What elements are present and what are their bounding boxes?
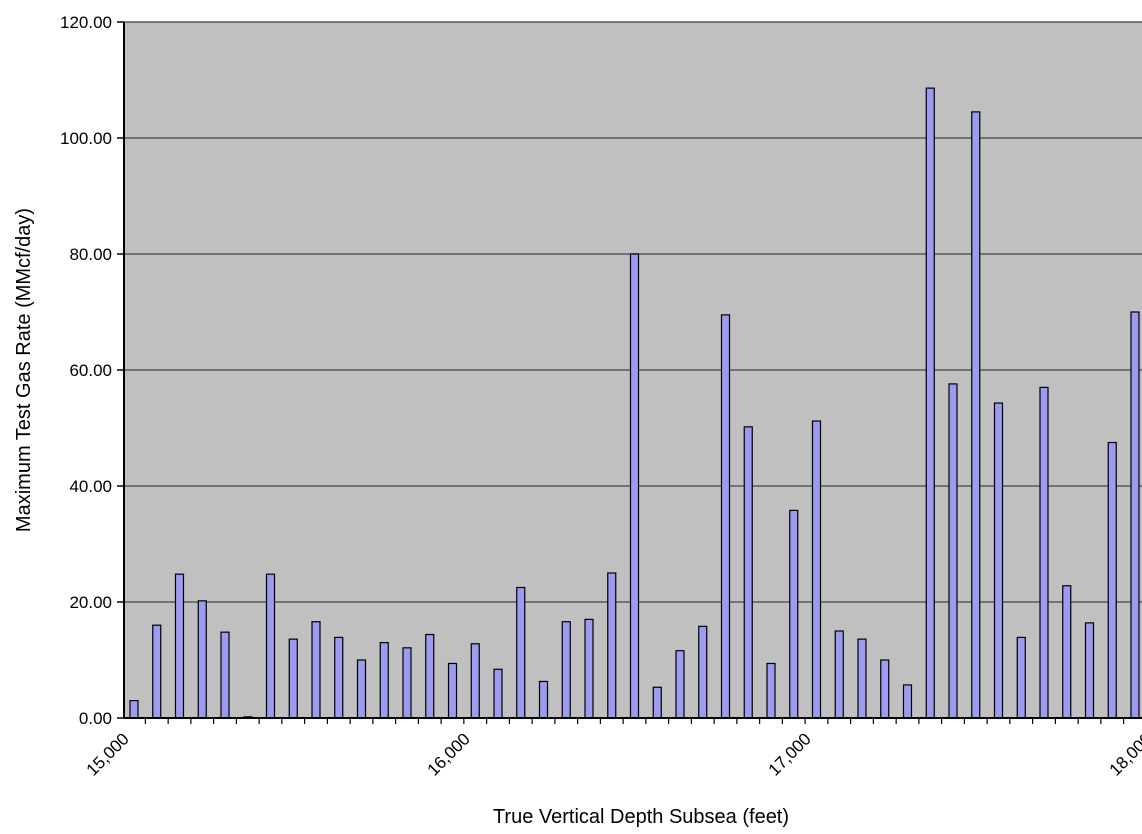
- y-tick-labels: 0.00 20.00 40.00 60.00 80.00 100.00 120.00: [60, 13, 112, 728]
- bar: [1107, 441, 1117, 719]
- bar: [470, 643, 480, 719]
- bar: [334, 636, 344, 719]
- bar: [993, 402, 1004, 719]
- bar: [1130, 311, 1140, 719]
- bar: [584, 618, 594, 719]
- bar: [948, 383, 958, 719]
- x-tick-label: 18,000: [1106, 729, 1142, 779]
- bar: [971, 111, 981, 719]
- bar: [288, 638, 298, 719]
- bar: [1062, 585, 1072, 719]
- y-tick-label: 0.00: [79, 709, 112, 728]
- y-axis-title: Maximum Test Gas Rate (MMcf/day): [13, 208, 35, 532]
- axes: [123, 22, 1142, 724]
- bar: [652, 686, 662, 719]
- bar: [698, 625, 708, 719]
- bar: [356, 659, 367, 719]
- bar: [629, 253, 640, 719]
- bar: [743, 426, 753, 719]
- y-tick-label: 100.00: [60, 129, 112, 148]
- bar: [880, 659, 890, 719]
- x-tick-label: 17,000: [765, 729, 815, 779]
- bars: [129, 87, 1140, 719]
- bar: [379, 641, 389, 719]
- bar: [493, 668, 503, 719]
- bar: [425, 633, 435, 719]
- bar: [675, 650, 685, 719]
- bar: [447, 662, 458, 719]
- bar: [857, 638, 867, 719]
- y-tick-label: 120.00: [60, 13, 112, 32]
- bar: [811, 420, 822, 719]
- bar: [1016, 636, 1026, 719]
- y-tick-label: 40.00: [69, 477, 112, 496]
- bar: [174, 573, 185, 719]
- bar: [766, 662, 776, 719]
- bar: [152, 624, 162, 719]
- x-tick-label: 16,000: [424, 729, 474, 779]
- bar: [197, 600, 207, 719]
- bar: [311, 621, 321, 719]
- x-tick-label: 15,000: [83, 729, 133, 779]
- y-tick-label: 20.00: [69, 593, 112, 612]
- bar: [402, 647, 412, 719]
- bar: [925, 87, 935, 719]
- bar: [902, 684, 913, 719]
- bar: [265, 573, 276, 719]
- bar: [607, 572, 617, 719]
- y-tick-label: 80.00: [69, 245, 112, 264]
- x-axis-title: True Vertical Depth Subsea (feet): [493, 806, 789, 828]
- bar: [516, 586, 526, 719]
- bar: [538, 680, 549, 719]
- y-tick-label: 60.00: [69, 361, 112, 380]
- bar: [1039, 386, 1049, 719]
- bar: [561, 621, 571, 719]
- bar: [720, 314, 731, 719]
- bar: [1084, 622, 1095, 719]
- bar: [129, 699, 139, 719]
- bar: [834, 630, 844, 719]
- bar: [220, 631, 230, 719]
- bar: [789, 509, 799, 719]
- x-tick-labels: 15,000 16,000 17,000 18,000: [83, 729, 1142, 779]
